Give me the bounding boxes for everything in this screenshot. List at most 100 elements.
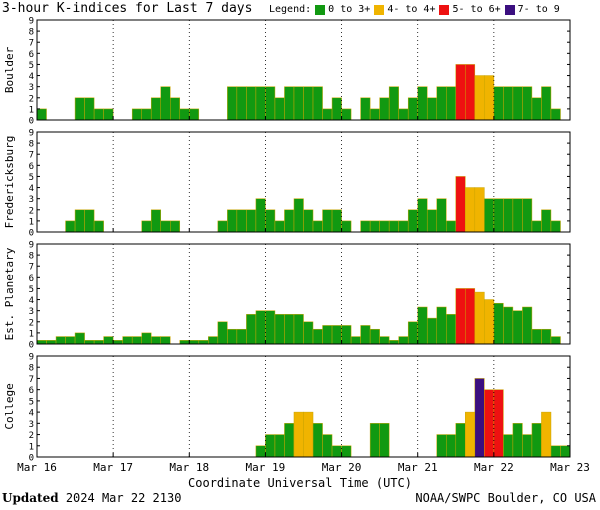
bar-fredericksburg-6	[93, 220, 104, 233]
bar-boulder-35	[369, 108, 380, 121]
ytick-label-boulder-7: 7	[29, 39, 34, 49]
bar-est-planetary-49	[503, 306, 514, 345]
bar-boulder-30	[322, 108, 333, 121]
bar-est-planetary-41	[426, 317, 438, 345]
ytick-label-college-9: 9	[29, 353, 34, 363]
bar-est-planetary-43	[446, 314, 457, 345]
ytick-label-fredericksburg-5: 5	[29, 173, 34, 183]
bar-est-planetary-0	[36, 340, 47, 345]
bar-fredericksburg-27	[293, 198, 304, 233]
legend-item-storm: 5- to 6+	[439, 4, 501, 15]
bar-college-24	[265, 434, 276, 458]
bar-est-planetary-33	[350, 336, 361, 345]
bar-fredericksburg-30	[322, 209, 333, 233]
ytick-label-est-planetary-4: 4	[29, 296, 34, 306]
ytick-label-fredericksburg-7: 7	[29, 151, 34, 161]
bar-fredericksburg-51	[522, 198, 533, 233]
bar-est-planetary-51	[522, 306, 533, 345]
bar-est-planetary-39	[407, 321, 418, 345]
bar-boulder-39	[407, 97, 418, 121]
bar-boulder-4	[74, 97, 85, 121]
bar-boulder-54	[550, 108, 561, 121]
bar-est-planetary-44	[455, 288, 466, 345]
ytick-label-boulder-5: 5	[29, 61, 34, 71]
panel-label-boulder: Boulder	[3, 46, 16, 93]
bar-fredericksburg-23	[255, 198, 266, 233]
xtick-label-mar-17: Mar 17	[93, 461, 133, 474]
bar-boulder-7	[103, 108, 114, 121]
bar-fredericksburg-4	[74, 209, 85, 233]
ytick-label-boulder-1: 1	[29, 105, 34, 115]
bar-boulder-45	[465, 64, 476, 121]
bar-boulder-40	[417, 86, 428, 121]
ytick-label-est-planetary-8: 8	[29, 252, 34, 262]
bar-boulder-5	[84, 97, 95, 121]
ytick-label-boulder-8: 8	[29, 28, 34, 38]
bar-fredericksburg-49	[503, 198, 514, 233]
bar-college-53	[541, 411, 552, 458]
legend: Legend: 0 to 3+ 4- to 4+ 5- to 6+ 7- to …	[269, 4, 560, 15]
bar-est-planetary-7	[103, 336, 114, 345]
bar-est-planetary-52	[531, 328, 542, 345]
panel-frame-college	[36, 355, 571, 458]
bar-fredericksburg-40	[417, 198, 428, 233]
ytick-label-est-planetary-9: 9	[29, 241, 34, 251]
bar-fredericksburg-21	[236, 209, 247, 233]
legend-item-severe: 7- to 9	[504, 4, 560, 15]
bar-est-planetary-17	[198, 340, 209, 345]
footer-source: NOAA/SWPC Boulder, CO USA	[415, 491, 596, 505]
bar-boulder-43	[446, 86, 457, 121]
bar-boulder-26	[284, 86, 295, 121]
legend-text-active: 4- to 4+	[387, 4, 436, 15]
bar-est-planetary-6	[93, 340, 104, 345]
bar-boulder-16	[189, 108, 200, 121]
bar-boulder-50	[512, 86, 523, 121]
bar-est-planetary-45	[465, 288, 476, 345]
bar-fredericksburg-35	[369, 220, 380, 233]
bar-fredericksburg-37	[388, 220, 399, 233]
bar-boulder-28	[303, 86, 314, 121]
ytick-label-fredericksburg-8: 8	[29, 140, 34, 150]
ytick-label-boulder-6: 6	[29, 50, 34, 60]
ytick-label-est-planetary-7: 7	[29, 263, 34, 273]
bar-fredericksburg-13	[160, 220, 171, 233]
ytick-label-est-planetary-0: 0	[29, 341, 34, 351]
bar-boulder-6	[93, 108, 104, 121]
ytick-label-college-8: 8	[29, 364, 34, 374]
bar-college-25	[274, 434, 285, 458]
panel-label-est-planetary: Est. Planetary	[3, 247, 16, 340]
bar-est-planetary-9	[122, 336, 133, 345]
bar-college-47	[484, 389, 495, 458]
bar-est-planetary-35	[369, 328, 380, 345]
bar-fredericksburg-20	[227, 209, 238, 233]
bar-fredericksburg-31	[331, 209, 342, 233]
panel-label-fredericksburg: Fredericksburg	[3, 136, 16, 229]
bar-boulder-20	[227, 86, 238, 121]
bar-college-48	[493, 389, 504, 458]
ytick-label-fredericksburg-2: 2	[29, 206, 34, 216]
bar-est-planetary-24	[265, 310, 276, 345]
bar-college-27	[293, 411, 304, 458]
bar-fredericksburg-53	[541, 209, 552, 233]
ytick-label-college-2: 2	[29, 431, 34, 441]
ytick-label-college-4: 4	[29, 409, 34, 419]
bar-est-planetary-54	[550, 336, 561, 345]
bar-est-planetary-40	[417, 306, 428, 345]
bar-fredericksburg-24	[265, 209, 276, 233]
legend-swatch-quiet	[315, 4, 326, 15]
bar-est-planetary-10	[131, 336, 142, 345]
bar-est-planetary-25	[274, 314, 285, 345]
xtick-label-mar-21: Mar 21	[398, 461, 438, 474]
footer-updated: Updated 2024 Mar 22 2130	[2, 491, 181, 505]
bar-boulder-10	[131, 108, 142, 121]
bar-fredericksburg-39	[407, 209, 418, 233]
bar-est-planetary-12	[150, 336, 161, 345]
bar-boulder-24	[265, 86, 276, 121]
bar-fredericksburg-47	[484, 198, 495, 233]
bar-fredericksburg-19	[217, 220, 228, 233]
bar-fredericksburg-22	[246, 209, 257, 233]
xtick-label-mar-16: Mar 16	[17, 461, 57, 474]
bar-est-planetary-18	[208, 336, 219, 345]
